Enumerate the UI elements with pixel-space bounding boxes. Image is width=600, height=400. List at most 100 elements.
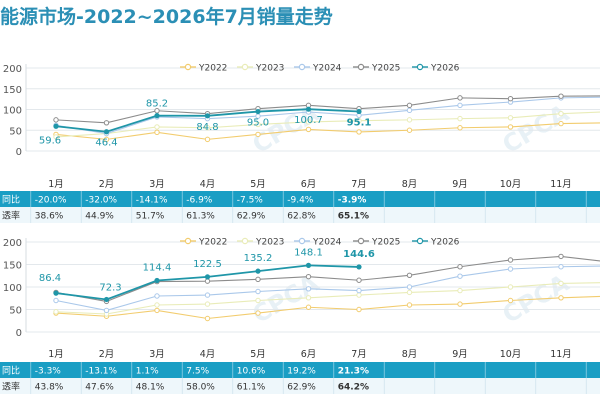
y-tick-label: 100 (3, 106, 22, 117)
table-cell: 7.5% (186, 367, 209, 377)
table-cell: 64.2% (338, 383, 369, 393)
data-point (103, 129, 110, 135)
data-point (53, 290, 59, 296)
legend-marker (298, 237, 306, 245)
data-label: 84.8 (196, 122, 218, 133)
data-point (457, 301, 463, 307)
legend-marker (357, 237, 365, 245)
page-title: 能源市场-2022~2026年7月销量走势 (0, 6, 333, 28)
data-label: 100.7 (294, 115, 323, 126)
table-cell: 65.1% (338, 212, 369, 222)
x-tick-label: 2月 (99, 349, 115, 360)
data-point (204, 125, 211, 131)
data-point (356, 277, 362, 283)
table-cell: 62.8% (287, 212, 316, 222)
data-point (507, 115, 514, 121)
table-cell: -13.1% (85, 367, 117, 377)
y-tick-label: 50 (9, 306, 22, 317)
data-point (204, 315, 211, 322)
series-line-y2025 (55, 95, 600, 124)
data-point (558, 93, 564, 99)
data-point (356, 264, 362, 270)
legend-item: Y2022 (180, 238, 227, 248)
table-cell: 62.9% (237, 212, 266, 222)
data-point (356, 108, 362, 115)
x-tick-label: 3月 (149, 349, 165, 360)
data-point (255, 276, 261, 283)
data-point (305, 273, 312, 280)
data-point (356, 118, 362, 124)
series-line-y2022 (55, 295, 600, 320)
table-cell: 19.2% (287, 367, 316, 377)
data-point (305, 126, 312, 133)
series-line-y2023 (55, 111, 600, 138)
data-point (457, 273, 463, 279)
legend-label: Y2026 (430, 64, 460, 74)
table-cell: 51.7% (136, 212, 165, 222)
table-cell: -14.1% (136, 196, 168, 206)
series-line-y2022 (55, 122, 600, 140)
data-point (406, 272, 413, 278)
data-point (103, 307, 110, 314)
legend-item: Y2026 (412, 238, 460, 248)
legend-marker (241, 63, 249, 71)
data-point (255, 268, 261, 274)
data-point (204, 136, 211, 143)
data-point (406, 127, 413, 133)
table-cell: -3.9% (338, 196, 367, 206)
data-point (457, 102, 463, 109)
legend-label: Y2023 (255, 64, 284, 74)
data-point (154, 129, 160, 136)
table-cell: 62.9% (287, 383, 316, 393)
y-tick-label: 100 (3, 283, 22, 294)
table-row-label: 透率 (2, 381, 20, 393)
data-point (103, 296, 110, 303)
data-point (356, 306, 362, 313)
legend-label: Y2023 (255, 238, 284, 248)
data-point (255, 310, 261, 316)
data-point (406, 107, 413, 114)
series-line-y2025 (55, 255, 600, 302)
data-point (457, 115, 463, 122)
data-point (558, 120, 564, 127)
x-tick-label: 9月 (452, 179, 468, 190)
table-cell: -6.9% (186, 196, 213, 206)
data-label: 135.2 (244, 253, 273, 264)
legend-marker (241, 237, 249, 245)
data-point (406, 302, 413, 308)
legend-label: Y2022 (198, 64, 227, 74)
data-point (154, 124, 160, 130)
table-cell: 21.3% (338, 367, 369, 377)
legend-item: Y2023 (237, 238, 284, 248)
data-point (204, 113, 211, 119)
table-cell: -9.4% (287, 196, 314, 206)
data-label: 95.0 (247, 118, 269, 129)
y-tick-label: 200 (3, 238, 22, 249)
legend-item: Y2024 (294, 64, 342, 74)
legend-item: Y2022 (180, 64, 227, 74)
data-point (507, 284, 514, 290)
data-point (406, 284, 413, 290)
legend-label: Y2025 (371, 64, 400, 74)
table-cell: 47.6% (85, 383, 114, 393)
series-line-y2023 (55, 282, 600, 315)
table-cell: 43.8% (35, 383, 64, 393)
data-point (53, 134, 59, 140)
legend-marker (184, 63, 192, 71)
data-point (53, 123, 59, 129)
data-point (457, 264, 463, 270)
data-label: 114.4 (143, 263, 172, 274)
data-point (507, 124, 514, 130)
table-cell: 61.1% (237, 383, 266, 393)
table-cell: -3.3% (35, 367, 62, 377)
data-point (154, 108, 160, 114)
x-tick-label: 7月 (351, 349, 367, 360)
data-point (255, 121, 261, 128)
legend-label: Y2025 (371, 238, 400, 248)
data-point (507, 96, 514, 102)
x-tick-label: 6月 (301, 179, 317, 190)
data-label: 86.4 (39, 273, 61, 284)
legend-label: Y2026 (430, 238, 460, 248)
data-point (204, 292, 211, 298)
x-tick-label: 10月 (500, 179, 522, 190)
